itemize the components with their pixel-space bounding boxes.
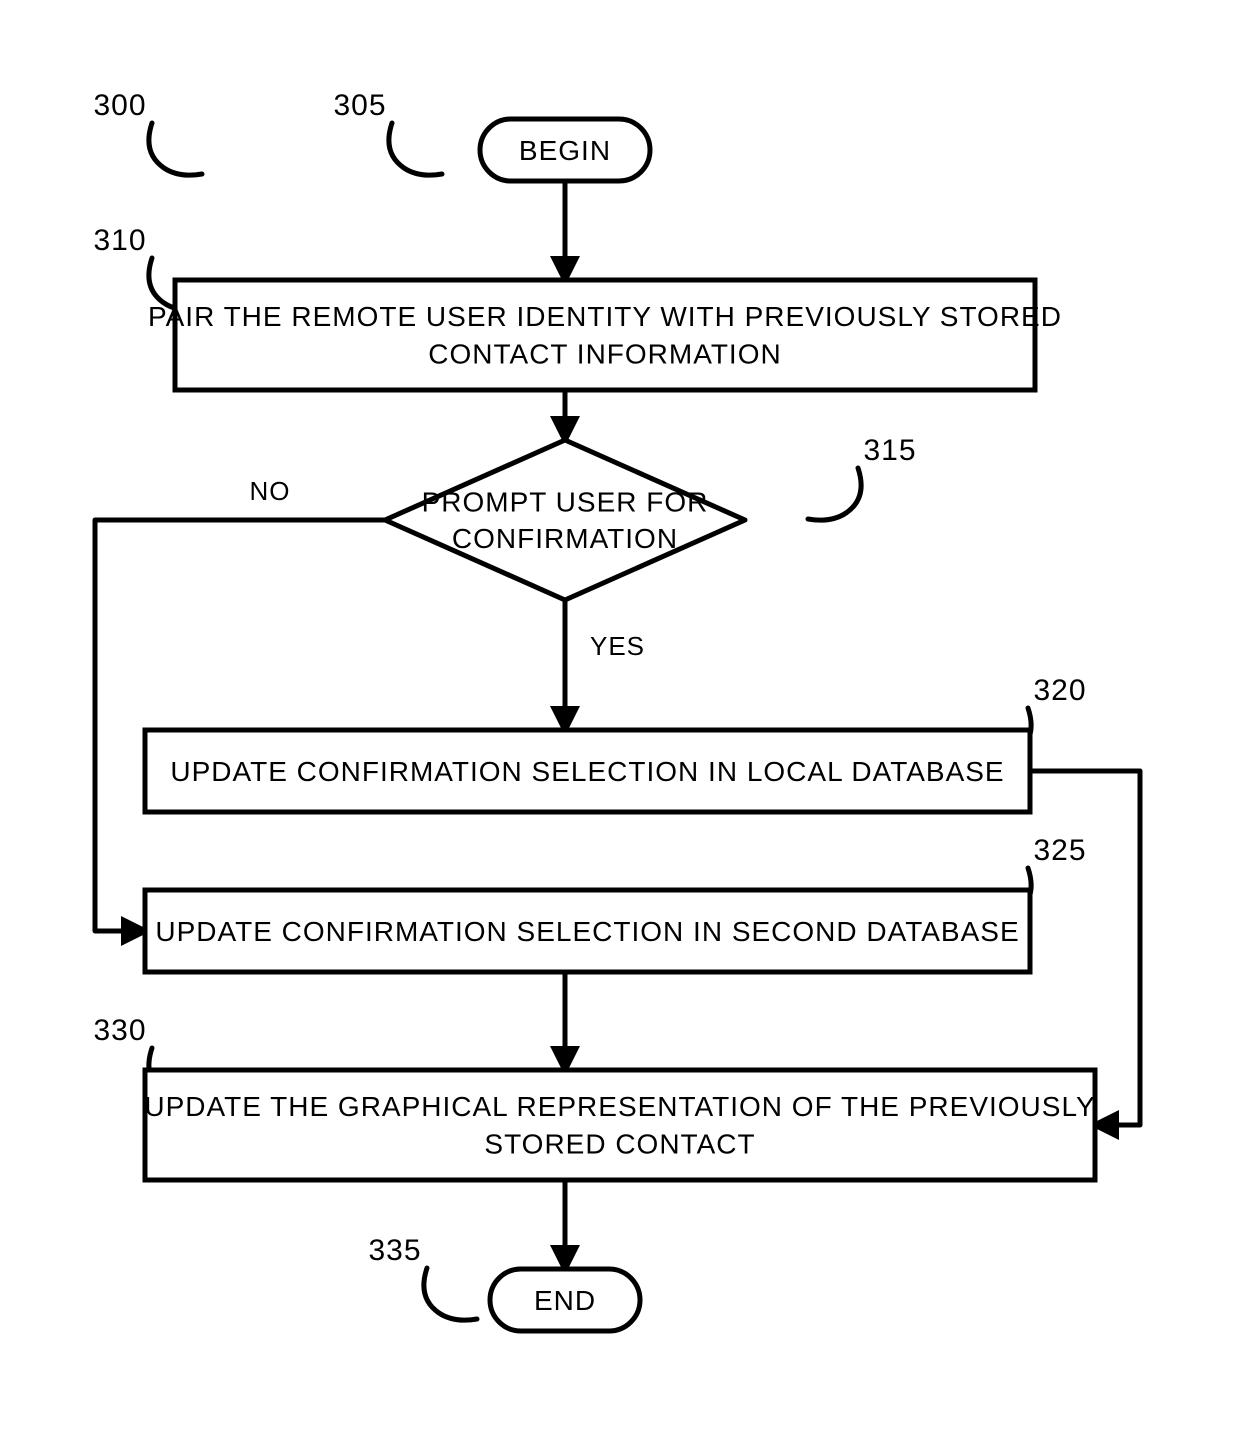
ref-label-310: 310: [93, 224, 146, 257]
process-label-upd3-line1: STORED CONTACT: [484, 1129, 755, 1160]
terminal-label-end: END: [534, 1285, 596, 1316]
ref-label-315: 315: [863, 434, 916, 467]
edge-label-yes: YES: [590, 631, 645, 661]
ref-label-335: 335: [368, 1234, 421, 1267]
process-pair: [175, 280, 1035, 390]
decision-label-decide-line1: CONFIRMATION: [452, 523, 678, 554]
decision-label-decide-line0: PROMPT USER FOR: [422, 487, 709, 518]
canvas-background: [0, 0, 1240, 1434]
process-label-upd1-line0: UPDATE CONFIRMATION SELECTION IN LOCAL D…: [170, 756, 1004, 787]
ref-label-320: 320: [1033, 674, 1086, 707]
ref-label-330: 330: [93, 1014, 146, 1047]
ref-label-300: 300: [93, 89, 146, 122]
edge-label-no: NO: [250, 476, 291, 506]
process-label-pair-line1: CONTACT INFORMATION: [428, 339, 781, 370]
process-label-pair-line0: PAIR THE REMOTE USER IDENTITY WITH PREVI…: [148, 301, 1062, 332]
flowchart-canvas: YES NO 300 305 BEGIN 310 PAIR THE REMOTE USER …: [0, 0, 1240, 1434]
ref-label-325: 325: [1033, 834, 1086, 867]
process-upd3: [145, 1070, 1095, 1180]
ref-label-305: 305: [333, 89, 386, 122]
process-label-upd3-line0: UPDATE THE GRAPHICAL REPRESENTATION OF T…: [144, 1091, 1095, 1122]
terminal-label-begin: BEGIN: [519, 135, 611, 166]
process-label-upd2-line0: UPDATE CONFIRMATION SELECTION IN SECOND …: [155, 916, 1019, 947]
